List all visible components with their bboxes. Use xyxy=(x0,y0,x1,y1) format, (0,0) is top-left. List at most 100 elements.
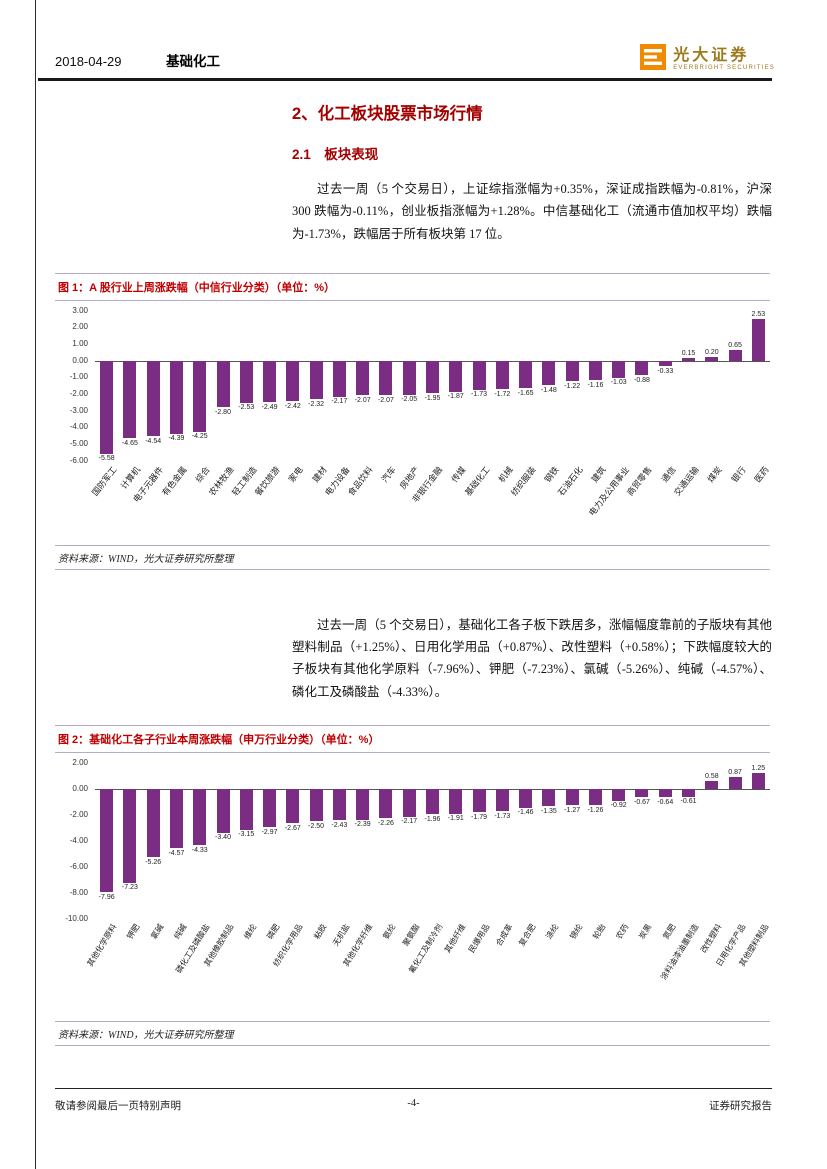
bar-value-label: 1.25 xyxy=(751,764,766,772)
bar-value-label: -1.95 xyxy=(424,394,441,402)
figure-2-plot-area: -7.96 -7.23 -5.26 -4.57 -4.33 -3.40 -3.15 -2.97… xyxy=(95,763,770,919)
chart-bar xyxy=(588,788,602,806)
bar-value-label: -1.46 xyxy=(517,809,534,817)
bar-value-label: -3.15 xyxy=(238,831,255,839)
chart-bar xyxy=(425,360,439,394)
x-category-label: 传媒 xyxy=(449,464,468,484)
figure-1-caption: 图 1：A 股行业上周涨跌幅（中信行业分类）（单位：%） xyxy=(55,272,770,301)
page-number: -4- xyxy=(407,1098,420,1109)
chart-bar xyxy=(309,360,323,400)
chart-bar xyxy=(449,788,463,814)
figure-2-source: 资料来源：WIND，光大证券研究所整理 xyxy=(55,1020,770,1046)
bar-value-label: 0.65 xyxy=(728,341,742,349)
y-tick-label: -6.00 xyxy=(69,455,88,465)
chart-bar xyxy=(705,357,719,361)
chart-bar xyxy=(286,788,300,824)
chart-bar xyxy=(356,788,370,820)
x-category-label: 合成革 xyxy=(493,922,515,948)
subsection-title: 2.1 板块表现 xyxy=(292,147,379,162)
bar-value-label: -2.97 xyxy=(261,828,278,836)
bar-value-label: -7.23 xyxy=(121,884,138,892)
bar-value-label: -1.73 xyxy=(471,391,488,399)
brand-name: 光大证券 xyxy=(673,46,750,64)
bar-value-label: -1.48 xyxy=(540,386,557,394)
chart-bar xyxy=(612,788,626,801)
x-category-label: 国防军工 xyxy=(89,464,119,498)
bar-value-label: -4.65 xyxy=(121,439,138,447)
bar-value-label: -2.26 xyxy=(377,819,394,827)
chart-bar xyxy=(146,360,160,437)
chart-bar xyxy=(728,349,742,361)
figure-1: 图 1：A 股行业上周涨跌幅（中信行业分类）（单位：%） 3.00 2.00 1.0… xyxy=(55,272,771,570)
chart-bar xyxy=(495,788,509,812)
page-footer: 敬请参阅最后一页特别声明 -4- 证券研究报告 xyxy=(55,1088,772,1113)
chart-bar xyxy=(216,360,230,408)
chart-bar xyxy=(332,788,346,821)
bar-value-label: -4.57 xyxy=(168,849,185,857)
x-category-label: 涤纶 xyxy=(544,922,561,941)
figure-2-x-axis-labels: 其他化学原料 钾肥 氯碱 纯碱 磷化工及磷酸盐 其他橡胶制品 维纶 磷肥 纺织化学用品 粘胶 无机盐… xyxy=(86,919,771,1019)
chart-bar xyxy=(239,360,253,403)
x-category-label: 复合肥 xyxy=(517,922,538,948)
y-tick-label: 3.00 xyxy=(72,305,88,315)
y-tick-label: 2.00 xyxy=(72,757,88,767)
x-category-label: 汽车 xyxy=(379,464,399,484)
chart-bar xyxy=(705,781,719,789)
brand-subtitle: EVERBRIGHT SECURITIES xyxy=(673,65,775,72)
chart-bar xyxy=(449,360,463,392)
bar-value-label: -2.07 xyxy=(377,396,394,404)
chart-bar xyxy=(682,358,696,361)
chart-bar xyxy=(519,360,533,389)
bar-value-label: -3.40 xyxy=(215,834,231,842)
bar-value-label: -2.42 xyxy=(284,402,301,410)
x-category-label: 氯碱 xyxy=(149,922,166,941)
figure-1-y-axis: 3.00 2.00 1.00 0.00 -1.00 -2.00 -3.00 -4.00 -5.0… xyxy=(55,306,95,464)
chart-bar xyxy=(123,360,137,439)
bar-value-label: -7.96 xyxy=(98,893,115,901)
chart-bar xyxy=(100,788,114,893)
chart-bar xyxy=(402,788,416,817)
y-tick-label: -4.00 xyxy=(69,422,88,432)
chart-bar xyxy=(635,788,649,798)
chart-bar xyxy=(379,788,393,819)
chart-bar xyxy=(542,788,556,807)
bar-value-label: -0.64 xyxy=(657,798,674,806)
chart-bar xyxy=(612,360,626,378)
x-category-label: 煤炭 xyxy=(705,464,724,484)
bar-value-label: 2.53 xyxy=(751,310,766,318)
figure-1-x-axis-labels: 国防军工 计算机 电子元器件 有色金属 综合 农林牧渔 轻工制造 餐饮旅游 家电 建材 电力设备 食品… xyxy=(90,461,771,543)
x-category-label: 农药 xyxy=(614,922,631,941)
x-category-label: 粘胶 xyxy=(311,922,329,941)
y-tick-label: 0.00 xyxy=(72,355,88,365)
x-category-label: 轮胎 xyxy=(591,922,608,941)
bar-value-label: 0.58 xyxy=(704,773,719,781)
paragraph-subsector-summary: 过去一周（5 个交易日），基础化工各子板下跌居多，涨幅幅度靠前的子版块有其他塑料… xyxy=(292,617,772,699)
brand-logo: 光大证券 EVERBRIGHT SECURITIES xyxy=(640,44,775,75)
x-category-label: 炭黑 xyxy=(637,922,654,941)
report-date: 2018-04-29 xyxy=(55,54,122,69)
figure-1-chart: 3.00 2.00 1.00 0.00 -1.00 -2.00 -3.00 -4.00 -5.0… xyxy=(55,306,771,543)
chart-bar xyxy=(379,360,393,396)
figure-1-plot-column: -5.58 -4.65 -4.54 -4.39 -4.25 -2.80 -2.53 -2.49… xyxy=(90,311,771,543)
chart-bar xyxy=(309,788,323,822)
bar-value-label: -1.87 xyxy=(447,393,464,401)
x-category-label: 综合 xyxy=(193,464,212,484)
chart-bar xyxy=(286,360,300,402)
bar-value-label: -1.72 xyxy=(494,390,511,398)
x-category-label: 家电 xyxy=(286,464,306,484)
figure-2-plot-column: -7.96 -7.23 -5.26 -4.57 -4.33 -3.40 -3.15 -2.97… xyxy=(86,763,771,1019)
x-category-label: 机械 xyxy=(496,464,515,484)
bar-value-label: -0.67 xyxy=(633,798,650,806)
chart-bar xyxy=(263,788,277,828)
chart-bar xyxy=(239,788,253,830)
paragraph-market-summary: 过去一周（5 个交易日），上证综指涨幅为+0.35%，深证成指跌幅为-0.81%… xyxy=(292,182,772,241)
chart-bar xyxy=(542,360,556,386)
x-category-label: 建筑 xyxy=(589,464,608,484)
bar-value-label: -5.58 xyxy=(98,455,115,463)
figure-2-caption: 图 2：基础化工各子行业本周涨跌幅（申万行业分类）（单位：%） xyxy=(55,724,770,753)
x-category-label: 聚氨酯 xyxy=(400,922,422,948)
header-rule xyxy=(38,78,772,81)
figure-2-chart: 2.00 0.00 -2.00 -4.00 -6.00 -8.00 -10.00 -7.96… xyxy=(55,758,771,1019)
chart-bar xyxy=(216,788,230,833)
